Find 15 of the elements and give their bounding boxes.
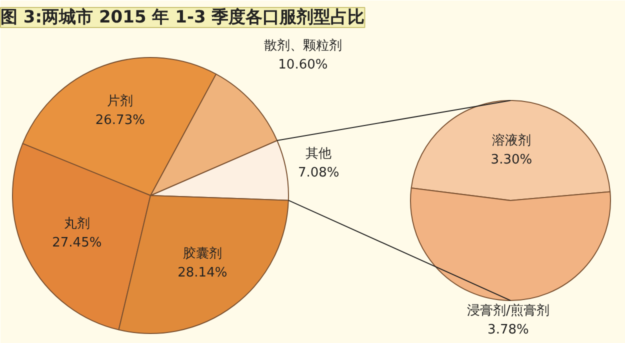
data-label: 3.78% [488, 322, 529, 338]
slice-label: 其他 [306, 146, 332, 162]
data-label: 27.45% [52, 235, 102, 250]
slice-label: 片剂 [107, 93, 134, 110]
data-label: 28.14% [178, 266, 228, 281]
slice-label: 散剂、颗粒剂 [264, 37, 342, 54]
slice-label: 胶囊剂 [182, 246, 222, 262]
slice-label: 丸剂 [64, 215, 90, 232]
data-label: 26.73% [95, 113, 145, 128]
slice-label: 溶液剂 [492, 132, 531, 149]
data-label: 7.08% [298, 166, 340, 181]
data-label: 10.60% [278, 57, 328, 72]
data-label: 3.30% [490, 152, 532, 168]
chart-title: 图 3:两城市 2015 年 1-3 季度各口服剂型占比 [0, 8, 365, 28]
slice-label: 浸膏剂/煎膏剂 [467, 302, 550, 318]
